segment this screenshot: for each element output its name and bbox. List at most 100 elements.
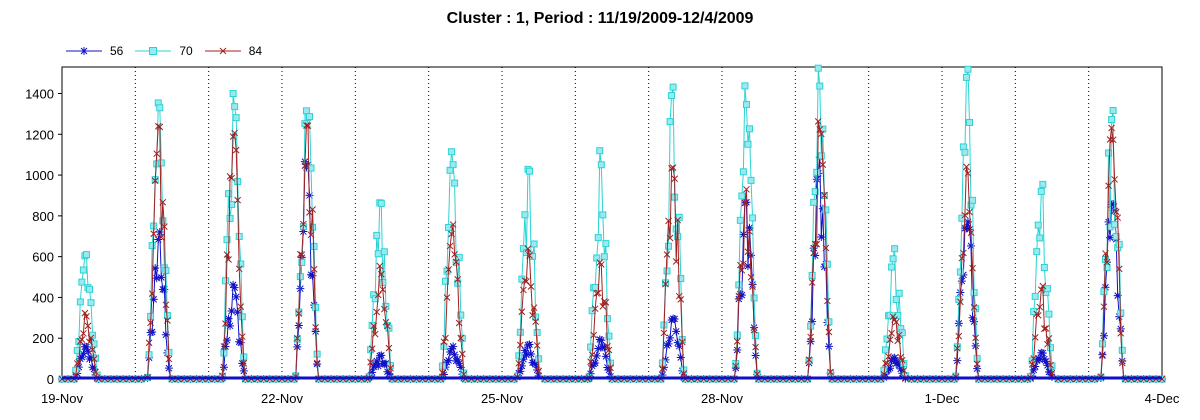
point-84-402 (672, 258, 680, 265)
point-84-441 (732, 362, 740, 370)
point-56-13 (77, 353, 86, 362)
point-70-492 (810, 198, 818, 206)
point-84-685 (1105, 182, 1112, 190)
point-56-645 (1043, 361, 1052, 370)
point-84-206 (373, 308, 381, 316)
point-84-70 (165, 355, 173, 363)
point-70-163 (307, 164, 315, 172)
point-84-303 (521, 277, 529, 284)
point-84-356 (602, 299, 610, 306)
point-84-586 (953, 344, 961, 352)
point-70-547 (894, 311, 902, 319)
point-70-593 (964, 65, 972, 73)
point-84-642 (1039, 282, 1047, 290)
point-84-119 (240, 359, 248, 367)
point-70-398 (666, 118, 674, 126)
point-84-349 (591, 305, 599, 313)
point-84-68 (162, 301, 170, 309)
point-56-350 (592, 351, 601, 360)
point-70-500 (822, 206, 830, 214)
point-56-255 (447, 344, 456, 353)
point-56-203 (368, 368, 377, 377)
point-84-684 (1103, 258, 1111, 266)
point-70-451 (747, 176, 755, 184)
point-70-551 (900, 360, 908, 368)
point-70-587 (955, 295, 963, 303)
point-84-451 (747, 273, 755, 281)
point-56-494 (812, 175, 821, 184)
legend-swatch-56 (66, 47, 102, 55)
point-84-589 (958, 254, 966, 262)
point-84-493 (811, 240, 819, 248)
point-70-588 (956, 268, 964, 276)
point-70-253 (445, 223, 453, 231)
point-84-210 (379, 286, 387, 293)
point-84-588 (956, 298, 964, 306)
point-70-116 (235, 232, 243, 240)
point-70-209 (377, 199, 385, 207)
point-70-111 (228, 200, 236, 208)
point-84-115 (234, 196, 242, 204)
point-84-308 (529, 311, 536, 319)
point-70-550 (898, 329, 906, 337)
point-70-59 (148, 242, 156, 250)
point-70-352 (596, 147, 604, 155)
point-56-587 (954, 319, 963, 328)
point-56-592 (962, 223, 971, 232)
point-84-641 (1037, 286, 1045, 294)
point-84-400 (669, 164, 677, 171)
point-84-503 (827, 368, 834, 376)
point-84-204 (370, 322, 378, 330)
point-70-18 (86, 285, 93, 293)
point-70-354 (599, 211, 607, 219)
point-84-547 (894, 337, 902, 345)
point-70-16 (82, 251, 90, 259)
point-84-500 (822, 244, 830, 252)
point-70-546 (892, 295, 900, 303)
point-70-445 (738, 192, 746, 200)
point-56-589 (957, 277, 966, 286)
point-84-497 (817, 130, 825, 138)
point-70-641 (1037, 187, 1045, 195)
point-84-596 (969, 264, 976, 272)
point-56-397 (664, 339, 673, 348)
point-70-637 (1031, 292, 1039, 300)
point-56-596 (968, 313, 977, 322)
point-84-357 (604, 342, 611, 350)
point-70-165 (310, 242, 318, 250)
point-56-353 (597, 336, 606, 345)
point-70-156 (296, 273, 304, 281)
point-56-109 (224, 314, 233, 323)
point-70-349 (591, 283, 599, 291)
point-56-547 (893, 358, 902, 367)
point-84-498 (819, 161, 827, 168)
point-84-109 (225, 256, 232, 263)
point-56-355 (600, 343, 609, 352)
point-56-115 (233, 308, 242, 317)
legend-item-56: 56 (64, 44, 123, 58)
point-84-551 (900, 367, 908, 374)
plot-frame (61, 66, 1163, 380)
point-56-60 (149, 295, 158, 304)
point-84-406 (678, 338, 686, 346)
point-70-207 (374, 250, 382, 258)
point-56-691 (1113, 291, 1122, 300)
point-56-164 (308, 271, 317, 280)
point-84-590 (960, 249, 967, 257)
point-56-17 (83, 347, 92, 356)
point-84-645 (1044, 340, 1051, 348)
point-56-62 (152, 274, 161, 283)
point-84-393 (659, 365, 666, 373)
point-84-445 (738, 266, 746, 274)
point-70-642 (1039, 180, 1047, 188)
point-84-300 (516, 341, 524, 349)
point-84-256 (449, 221, 457, 228)
point-84-496 (816, 126, 824, 133)
point-56-545 (890, 353, 899, 362)
point-84-397 (665, 217, 672, 225)
point-70-688 (1109, 106, 1117, 114)
point-70-645 (1043, 285, 1051, 293)
point-84-358 (605, 346, 613, 354)
point-56-21 (90, 365, 99, 374)
point-84-251 (442, 334, 449, 342)
